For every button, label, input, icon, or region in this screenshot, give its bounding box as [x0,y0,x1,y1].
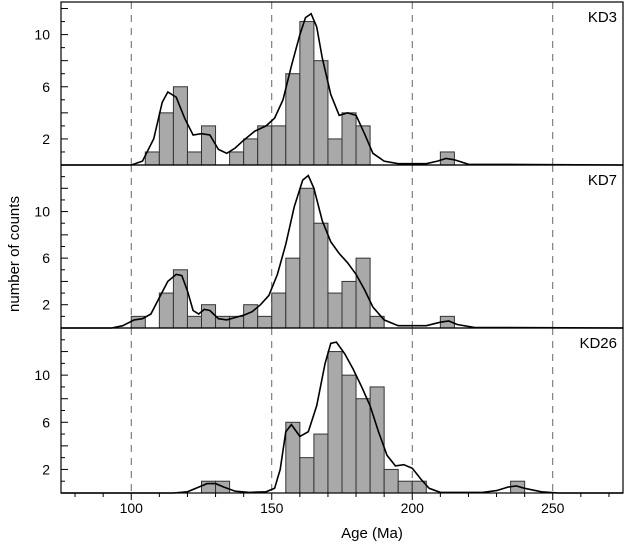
density-curve-kd3 [61,12,624,166]
y-tick-label: 10 [34,367,50,383]
bar-kd3-170 [327,138,343,166]
y-tick-label: 6 [42,250,50,266]
panel-label: KD7 [588,172,617,189]
y-tick-label: 6 [42,414,50,430]
bar-kd26-170 [327,351,343,494]
bar-kd7-110 [158,292,174,329]
bar-kd26-180 [355,398,371,494]
panel-kd7: 2 6 10 KD7 [34,164,624,329]
bar-kd3-105 [144,151,160,166]
panel-kd26: 2 6 10 KD26 [34,327,624,494]
bar-kd7-145 [257,315,273,329]
bar-kd26-195 [397,480,413,494]
bar-kd26-165 [313,433,329,494]
bar-kd7-170 [327,292,343,329]
bar-kd3-110 [158,112,174,166]
bar-kd3-135 [229,151,245,166]
bar-kd7-160 [299,187,315,329]
density-curve-kd7 [61,174,624,329]
bar-kd3-150 [271,125,287,166]
bar-kd7-165 [313,222,329,329]
x-tick-label: 200 [401,500,425,516]
x-tick-label: 100 [120,500,144,516]
bar-kd26-190 [383,468,399,494]
bar-kd7-180 [355,257,371,329]
bar-kd7-155 [285,257,301,329]
bar-kd3-160 [299,21,315,166]
bar-kd3-140 [243,138,259,166]
bar-kd7-120 [186,315,202,329]
x-tick-label: 250 [541,500,565,516]
x-axis-title: Age (Ma) [341,525,403,542]
y-axis-title: number of counts [6,196,23,312]
bar-kd7-175 [341,280,357,329]
y-tick-label: 2 [42,297,50,313]
y-tick-label: 2 [42,461,50,477]
bar-kd3-175 [341,112,357,166]
bar-kd7-125 [201,304,217,329]
y-tick-label: 10 [34,204,50,220]
bar-kd7-115 [172,269,188,329]
bar-kd26-160 [299,457,315,494]
y-tick-label: 6 [42,79,50,95]
bar-kd3-155 [285,73,301,166]
x-tick-label: 150 [260,500,284,516]
y-tick-label: 10 [34,27,50,43]
bar-kd7-150 [271,292,287,329]
panel-label: KD3 [588,9,617,26]
bar-kd3-115 [172,86,188,166]
panel-label: KD26 [579,335,617,352]
bar-kd3-120 [186,151,202,166]
bar-kd26-175 [341,374,357,494]
y-tick-label: 2 [42,131,50,147]
density-curve-kd26 [61,341,623,494]
panel-kd3: 2 6 10 KD3 [34,1,624,166]
bar-kd3-125 [201,125,217,166]
bar-kd3-145 [257,125,273,166]
